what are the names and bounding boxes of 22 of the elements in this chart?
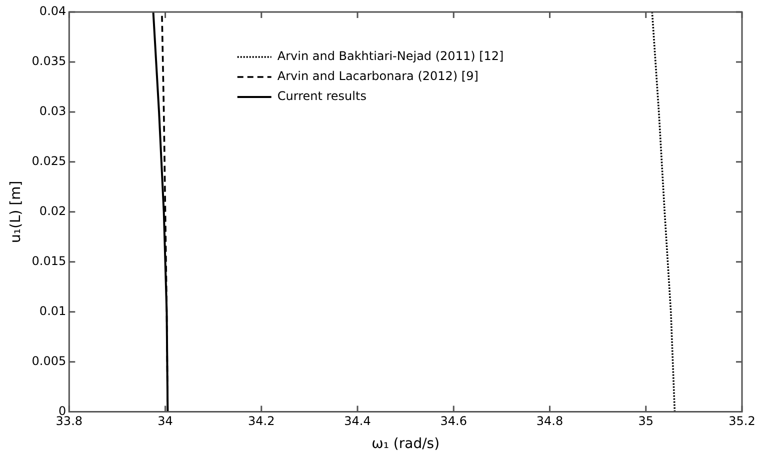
line-series xyxy=(651,12,676,412)
y-tick-label: 0.02 xyxy=(39,204,66,218)
x-axis-title: ω₁ (rad/s) xyxy=(372,436,440,452)
legend-label: Current results xyxy=(277,89,366,104)
x-tick-label: 34 xyxy=(158,414,173,428)
y-tick-label: 0.035 xyxy=(32,54,66,68)
y-axis-title: u₁(L) [m] xyxy=(8,180,24,244)
x-tick-label: 34.4 xyxy=(344,414,371,428)
y-tick-label: 0.04 xyxy=(39,4,66,18)
legend-label: Arvin and Bakhtiari-Nejad (2011) [12] xyxy=(277,49,504,64)
x-tick-label: 34.2 xyxy=(248,414,275,428)
x-tick-label: 34.6 xyxy=(440,414,467,428)
x-tick-label: 35 xyxy=(638,414,654,428)
y-tick-label: 0.03 xyxy=(39,104,66,118)
y-tick-label: 0.005 xyxy=(32,354,66,368)
legend-label: Arvin and Lacarbonara (2012) [9] xyxy=(277,69,478,84)
y-tick-label: 0.015 xyxy=(32,254,66,268)
x-tick-label: 34.8 xyxy=(536,414,564,428)
y-tick-label: 0.025 xyxy=(32,154,66,168)
x-tick-label: 33.8 xyxy=(56,414,83,428)
x-tick-label: 35.2 xyxy=(728,414,756,428)
y-tick-label: 0.01 xyxy=(39,304,66,318)
